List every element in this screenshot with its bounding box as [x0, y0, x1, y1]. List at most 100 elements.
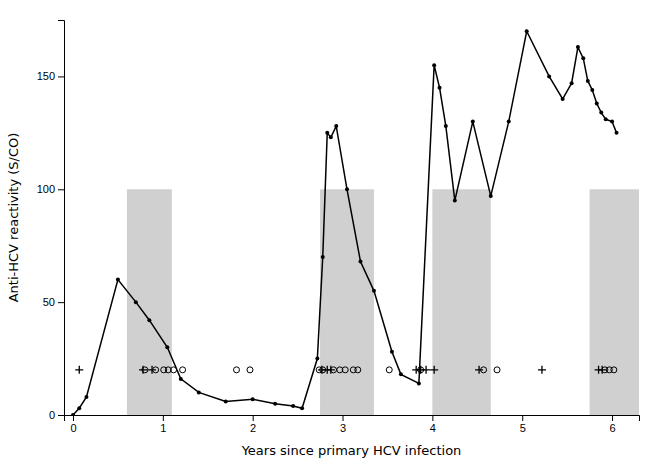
tick-mark [58, 302, 64, 303]
tick: 3 [340, 415, 346, 434]
plus-marker [430, 366, 438, 374]
series [75, 366, 606, 374]
plus-marker [139, 366, 147, 374]
axis-line [58, 21, 65, 416]
circle-marker [355, 367, 361, 373]
circle-marker [481, 367, 487, 373]
point [334, 124, 338, 128]
tick: 0 [49, 409, 64, 421]
point [134, 300, 138, 304]
point [417, 381, 421, 385]
tick-mark [58, 415, 64, 416]
point [489, 194, 493, 198]
point [444, 124, 448, 128]
y-axis: 0 50 100 150 [37, 21, 65, 422]
plus-marker [538, 366, 546, 374]
point [590, 88, 594, 92]
chart: 0 1 2 3 4 5 6 0 50 100 150 Years since primary HCV … [0, 0, 663, 467]
band [127, 189, 172, 415]
band [320, 189, 374, 415]
bands [127, 189, 639, 415]
tick-label: 4 [430, 422, 436, 434]
tick: 1 [160, 415, 166, 434]
point [453, 199, 457, 203]
point [576, 45, 580, 49]
point [438, 86, 442, 90]
tick: 0 [70, 415, 76, 434]
circle-marker [234, 367, 240, 373]
tick-mark [58, 189, 64, 190]
tick-label: 2 [250, 422, 256, 434]
tick: 6 [609, 415, 615, 434]
point [604, 117, 608, 121]
circle-marker [320, 367, 326, 373]
point [84, 395, 88, 399]
tick-label: 0 [70, 422, 76, 434]
point [390, 350, 394, 354]
point [325, 131, 329, 135]
circle-marker [611, 367, 617, 373]
axis-line [65, 416, 640, 422]
tick-mark [253, 415, 254, 421]
tick-label: 5 [520, 422, 526, 434]
tick-label: 100 [37, 183, 55, 195]
tick-label: 6 [609, 422, 615, 434]
circle-marker [142, 367, 148, 373]
tick-mark [163, 415, 164, 421]
tick: 2 [250, 415, 256, 434]
series [142, 367, 617, 373]
series [71, 29, 619, 415]
circle-marker [180, 367, 186, 373]
point [525, 29, 529, 33]
point [399, 372, 403, 376]
point [321, 255, 325, 259]
point [610, 120, 614, 124]
point [224, 399, 228, 403]
tick: 150 [37, 70, 64, 82]
plus-marker [75, 366, 83, 374]
tick-mark [58, 76, 64, 77]
plus-marker [417, 366, 425, 374]
point [329, 135, 333, 139]
circle-marker [153, 367, 159, 373]
point [165, 345, 169, 349]
band [590, 189, 639, 415]
point [315, 357, 319, 361]
point [595, 102, 599, 106]
y-axis-title: Anti-HCV reactivity (S/CO) [6, 133, 21, 303]
point [570, 81, 574, 85]
tick-label: 1 [160, 422, 166, 434]
point [147, 318, 151, 322]
circle-marker [386, 367, 392, 373]
circle-marker [247, 367, 253, 373]
tick-label: 0 [49, 409, 55, 421]
band [432, 189, 490, 415]
circle-marker [331, 367, 337, 373]
tick: 100 [37, 183, 64, 195]
point [432, 63, 436, 67]
point [291, 404, 295, 408]
tick-mark [73, 415, 74, 421]
x-axis-title: Years since primary HCV infection [241, 443, 462, 458]
x-axis: 0 1 2 3 4 5 6 [65, 415, 640, 434]
tick-mark [432, 415, 433, 421]
point [372, 289, 376, 293]
point [547, 74, 551, 78]
tick-mark [343, 415, 344, 421]
point [116, 278, 120, 282]
circle-marker [494, 367, 500, 373]
tick-mark [612, 415, 613, 421]
point [561, 97, 565, 101]
tick-label: 50 [43, 296, 55, 308]
circle-marker [342, 367, 348, 373]
point [507, 120, 511, 124]
point [71, 413, 75, 415]
point [179, 377, 183, 381]
point [197, 390, 201, 394]
point [471, 120, 475, 124]
point [599, 111, 603, 115]
point [581, 56, 585, 60]
point [345, 187, 349, 191]
marks [71, 29, 639, 415]
tick-mark [522, 415, 523, 421]
